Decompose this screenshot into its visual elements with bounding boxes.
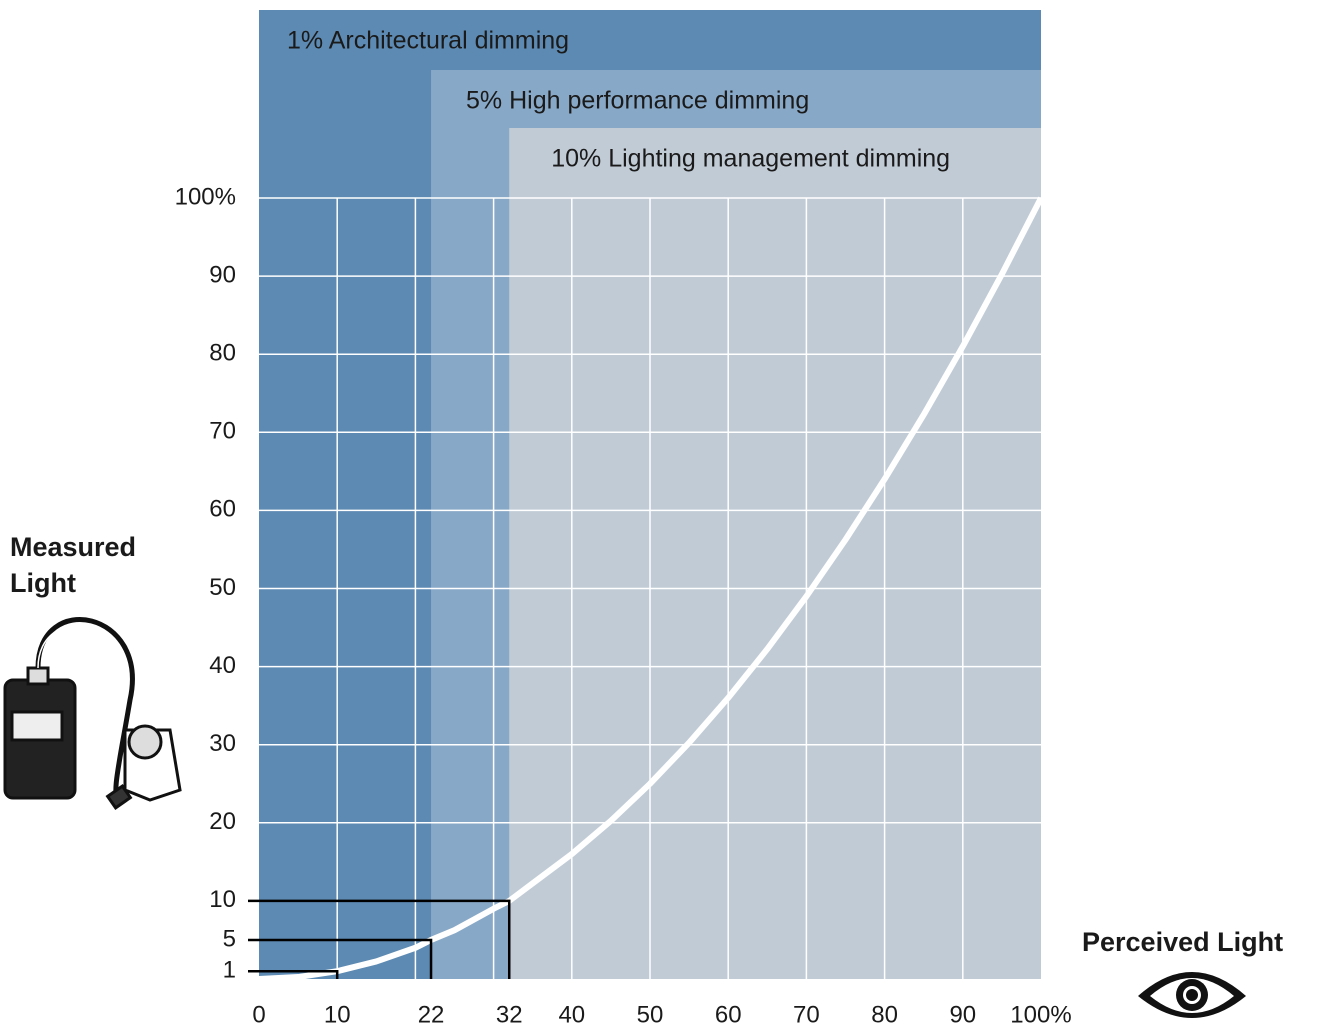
y-tick-label: 70: [209, 418, 236, 445]
x-tick-label: 22: [418, 1001, 445, 1028]
y-axis-label-line: Measured Light: [10, 532, 136, 598]
x-tick-label: 80: [871, 1001, 898, 1028]
x-tick-label: 70: [793, 1001, 820, 1028]
guide-line: [248, 969, 339, 979]
y-tick-label: 100%: [175, 183, 236, 210]
y-tick-label: 40: [209, 652, 236, 679]
x-tick-label: 32: [496, 1001, 523, 1028]
x-tick-label: 40: [558, 1001, 585, 1028]
x-tick-label: 100%: [1010, 1001, 1071, 1028]
light-meter-icon: [3, 617, 182, 810]
band-label: 10% Lighting management dimming: [551, 145, 950, 173]
eye-icon: [1138, 972, 1246, 1018]
y-tick-label: 20: [209, 808, 236, 835]
x-axis-label: Perceived Light: [1082, 927, 1283, 957]
y-tick-label: 80: [209, 340, 236, 367]
grid: [259, 197, 1041, 979]
x-tick-label: 90: [949, 1001, 976, 1028]
y-tick-label: 30: [209, 730, 236, 757]
y-tick-label: 5: [223, 925, 236, 952]
marks: [248, 196, 1041, 979]
y-tick-label: 90: [209, 261, 236, 288]
bands: 1% Architectural dimming 5% High performa…: [259, 10, 1041, 979]
guide-line: [248, 938, 433, 979]
band-label: 5% High performance dimming: [466, 87, 809, 115]
guide-line: [248, 899, 511, 979]
y-tick-label: 10: [209, 886, 236, 913]
x-tick-label: 0: [252, 1001, 265, 1028]
y-tick-label: 1: [223, 957, 236, 984]
band: [509, 128, 1041, 979]
band-label: 1% Architectural dimming: [287, 27, 569, 55]
x-tick-label: 50: [637, 1001, 664, 1028]
x-tick-label: 10: [324, 1001, 351, 1028]
curve: [259, 196, 1041, 979]
y-tick-label: 60: [209, 496, 236, 523]
x-tick-label: 60: [715, 1001, 742, 1028]
y-tick-label: 50: [209, 574, 236, 601]
